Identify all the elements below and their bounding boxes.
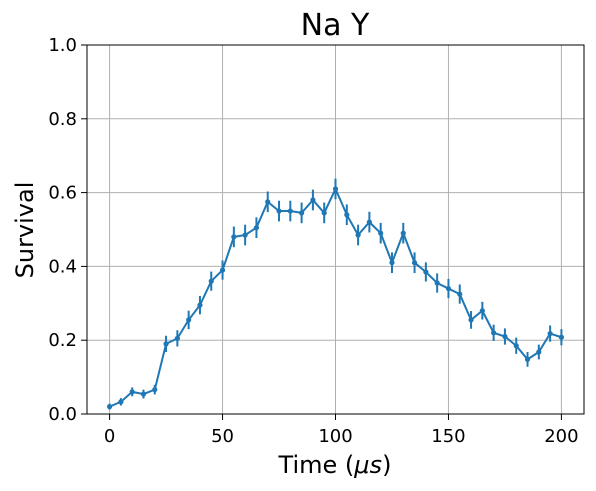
chart-title: Na Y [301, 8, 370, 43]
data-point [174, 335, 180, 341]
data-point [344, 212, 350, 218]
y-tick-label: 1.0 [48, 35, 77, 56]
data-point [186, 317, 192, 323]
x-tick-label: 150 [431, 426, 465, 447]
data-point [321, 210, 327, 216]
x-axis-label-unit: μs [353, 451, 382, 479]
data-point [310, 197, 316, 203]
data-point [378, 230, 384, 236]
x-axis-label: Time (μs) [278, 451, 392, 479]
data-point [423, 269, 429, 275]
data-point [366, 219, 372, 225]
y-tick-label: 0.2 [48, 330, 77, 351]
data-point [536, 349, 542, 355]
data-point [445, 285, 452, 292]
data-points [106, 186, 565, 410]
data-point [400, 230, 406, 236]
y-tick-labels: 0.0 0.2 0.4 0.6 0.8 1.0 [48, 35, 77, 425]
data-point [287, 208, 293, 214]
data-point [547, 330, 553, 337]
data-point [389, 260, 395, 266]
x-axis-label-text: Time ( [278, 451, 355, 479]
data-point [118, 399, 124, 405]
data-point [106, 404, 113, 410]
data-point [265, 199, 271, 205]
data-point [434, 280, 440, 286]
data-point [502, 333, 508, 340]
x-tick-label: 50 [211, 426, 234, 447]
y-tick-label: 0.8 [48, 109, 77, 130]
data-point [208, 278, 214, 284]
data-point [219, 267, 226, 273]
data-point [242, 232, 248, 238]
data-point [468, 317, 474, 323]
x-axis-label-close: ) [382, 451, 391, 479]
y-tick-label: 0.0 [48, 404, 77, 425]
data-point [558, 334, 565, 340]
data-point [513, 343, 519, 349]
data-point [491, 330, 497, 336]
data-point [253, 225, 260, 231]
tick-marks [81, 44, 562, 420]
data-point [152, 387, 158, 393]
y-tick-label: 0.4 [48, 256, 77, 277]
data-point [231, 234, 237, 240]
data-point [524, 356, 531, 362]
data-point [163, 341, 169, 347]
data-point [140, 391, 147, 397]
data-point [129, 389, 135, 395]
data-point [411, 260, 418, 266]
x-tick-labels: 0 50 100 150 200 [104, 426, 579, 447]
x-tick-label: 0 [104, 426, 115, 447]
data-point [457, 291, 463, 297]
x-tick-label: 200 [544, 426, 578, 447]
y-axis-label: Survival [11, 182, 39, 279]
y-tick-label: 0.6 [48, 183, 77, 204]
data-point [276, 208, 282, 214]
data-point [355, 232, 361, 238]
data-point [197, 302, 203, 308]
data-point [479, 308, 485, 314]
data-point [332, 186, 339, 192]
data-point [299, 210, 305, 216]
x-tick-label: 100 [318, 426, 352, 447]
